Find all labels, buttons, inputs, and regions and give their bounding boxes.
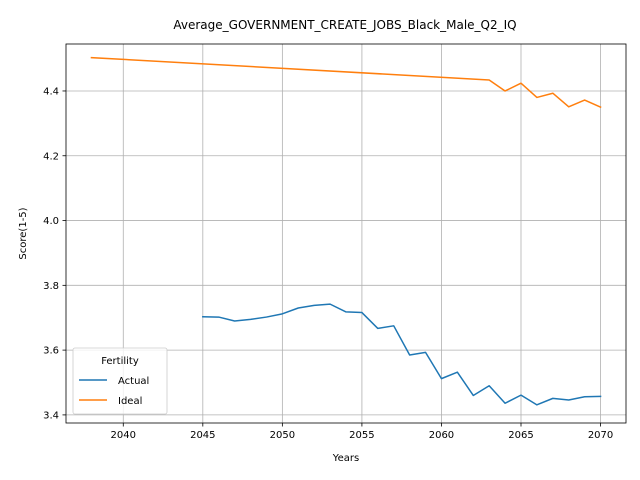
y-axis-label: Score(1-5) [18, 207, 29, 259]
x-tick-label: 2050 [270, 430, 295, 441]
legend-entry-actual: Actual [118, 376, 149, 387]
series-lines [90, 56, 602, 406]
x-tick-label: 2065 [508, 430, 533, 441]
series-line-actual [202, 303, 602, 406]
y-tick-label: 3.4 [43, 410, 59, 421]
y-tick-label: 3.6 [43, 346, 59, 357]
series-line-ideal [90, 56, 602, 109]
x-tick-label: 2070 [588, 430, 613, 441]
x-tick-label: 2055 [349, 430, 374, 441]
plot-frame [65, 43, 627, 424]
y-tick-label: 4.0 [43, 216, 59, 227]
legend-box [72, 347, 168, 415]
axis-ticks: 2040 2045 2050 2055 2060 2065 2070 3.4 3.6 3.8 4.0… [43, 86, 613, 441]
legend-entry-ideal: Ideal [118, 396, 142, 407]
y-tick-label: 4.2 [43, 151, 59, 162]
x-tick-label: 2040 [111, 430, 136, 441]
y-tick-label: 3.8 [43, 281, 59, 292]
legend-title: Fertility [101, 356, 139, 367]
x-tick-label: 2060 [429, 430, 454, 441]
chart-title: Average_GOVERNMENT_CREATE_JOBS_Black_Mal… [173, 18, 516, 32]
x-axis-label: Years [332, 453, 359, 464]
x-tick-label: 2045 [190, 430, 215, 441]
legend: Fertility Actual Ideal [72, 347, 168, 415]
y-tick-label: 4.4 [43, 86, 59, 97]
